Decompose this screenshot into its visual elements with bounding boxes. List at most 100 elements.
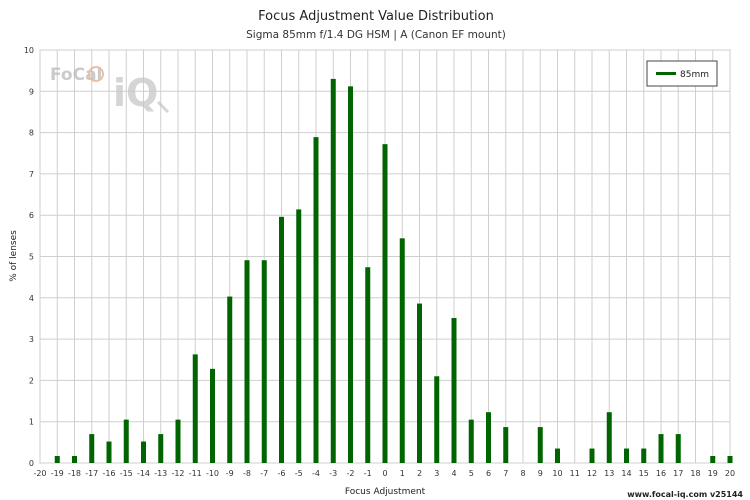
x-tick-label: -20 <box>33 469 46 478</box>
bar <box>313 137 319 463</box>
x-tick-label: 14 <box>621 469 631 478</box>
bar <box>365 267 371 463</box>
bar <box>537 427 543 463</box>
x-tick-label: -9 <box>226 469 234 478</box>
x-tick-label: -2 <box>347 469 355 478</box>
x-tick-label: 11 <box>570 469 580 478</box>
x-tick-label: -7 <box>260 469 268 478</box>
footer-credit: www.focal-iq.com v25144 <box>627 490 743 499</box>
x-tick-label: -3 <box>329 469 337 478</box>
bar <box>468 419 474 463</box>
bar <box>348 86 353 464</box>
y-tick-label: 0 <box>29 459 34 468</box>
y-tick-label: 4 <box>29 294 34 303</box>
x-tick-label: 8 <box>520 469 525 478</box>
bar <box>175 419 181 463</box>
x-tick-label: 2 <box>417 469 422 478</box>
bar <box>486 412 491 463</box>
bar <box>261 260 267 463</box>
bar <box>675 434 681 463</box>
x-tick-label: 4 <box>451 469 456 478</box>
x-tick-label: 5 <box>469 469 474 478</box>
bar <box>641 448 647 463</box>
x-tick-label: 16 <box>656 469 666 478</box>
bar <box>279 216 284 463</box>
bar <box>451 318 457 463</box>
x-tick-label: 20 <box>725 469 735 478</box>
x-tick-label: -5 <box>295 469 303 478</box>
x-tick-labels: -20 -19 -18 -17 -16 -15 -14 -13 -12 -11 -10 -9 -8 -7-… <box>33 469 735 478</box>
bar <box>72 455 77 463</box>
x-tick-label: -12 <box>171 469 184 478</box>
x-tick-label: -6 <box>278 469 286 478</box>
x-tick-label: 17 <box>673 469 683 478</box>
bar <box>555 448 560 463</box>
y-tick-label: 9 <box>29 87 34 96</box>
bar <box>624 448 629 463</box>
bar <box>227 296 233 463</box>
x-tick-label: -15 <box>120 469 133 478</box>
bar <box>54 455 60 463</box>
x-tick-label: 0 <box>382 469 387 478</box>
bar <box>123 419 129 463</box>
x-tick-label: -13 <box>154 469 167 478</box>
bar <box>141 441 146 463</box>
bar <box>158 434 164 463</box>
bar <box>106 441 112 463</box>
logo-ring-icon <box>88 66 104 82</box>
bar <box>296 209 302 463</box>
logo-iq: iQ <box>113 71 158 115</box>
bar <box>503 427 509 463</box>
bar <box>330 78 336 463</box>
bar <box>417 303 422 463</box>
bar <box>192 354 198 463</box>
x-tick-label: -8 <box>243 469 251 478</box>
bar <box>89 434 95 463</box>
chart-subtitle: Sigma 85mm f/1.4 DG HSM | A (Canon EF mo… <box>246 29 506 41</box>
x-tick-label: 1 <box>400 469 405 478</box>
bar <box>382 144 388 463</box>
y-tick-label: 10 <box>24 46 34 55</box>
x-tick-label: -4 <box>312 469 320 478</box>
bars <box>54 78 733 464</box>
bar <box>658 434 664 463</box>
bar <box>589 448 595 463</box>
x-tick-label: -19 <box>51 469 64 478</box>
bar <box>399 238 405 463</box>
bar <box>434 376 440 463</box>
x-tick-label: -11 <box>189 469 202 478</box>
x-tick-label: -10 <box>206 469 219 478</box>
x-tick-label: 18 <box>690 469 700 478</box>
chart-title: Focus Adjustment Value Distribution <box>258 9 494 24</box>
x-tick-label: -14 <box>137 469 150 478</box>
x-tick-label: 9 <box>538 469 543 478</box>
x-tick-label: -17 <box>85 469 98 478</box>
x-tick-label: 6 <box>486 469 491 478</box>
logo-magnifier-icon <box>156 100 170 114</box>
y-tick-label: 3 <box>29 335 34 344</box>
x-tick-label: 3 <box>434 469 439 478</box>
x-axis-label: Focus Adjustment <box>345 487 426 497</box>
x-tick-label: 12 <box>587 469 597 478</box>
y-tick-label: 2 <box>29 376 34 385</box>
legend: 85mm <box>646 60 718 87</box>
x-tick-label: -16 <box>102 469 115 478</box>
bar <box>606 412 612 463</box>
bar <box>244 260 250 463</box>
x-tick-label: -1 <box>364 469 372 478</box>
legend-label: 85mm <box>680 70 709 80</box>
x-tick-label: 7 <box>503 469 508 478</box>
x-tick-label: 19 <box>708 469 718 478</box>
y-tick-label: 8 <box>29 129 34 138</box>
x-tick-label: -18 <box>68 469 81 478</box>
y-tick-labels: 0 1 2 3 4 5 6 7 8 9 10 <box>24 46 34 468</box>
y-tick-label: 5 <box>29 253 34 262</box>
y-axis-label: % of lenses <box>9 230 19 282</box>
bar <box>727 455 733 463</box>
bar <box>710 455 716 463</box>
y-tick-label: 1 <box>29 418 34 427</box>
y-tick-label: 7 <box>29 170 34 179</box>
y-tick-label: 6 <box>29 211 34 220</box>
bar <box>210 368 215 463</box>
